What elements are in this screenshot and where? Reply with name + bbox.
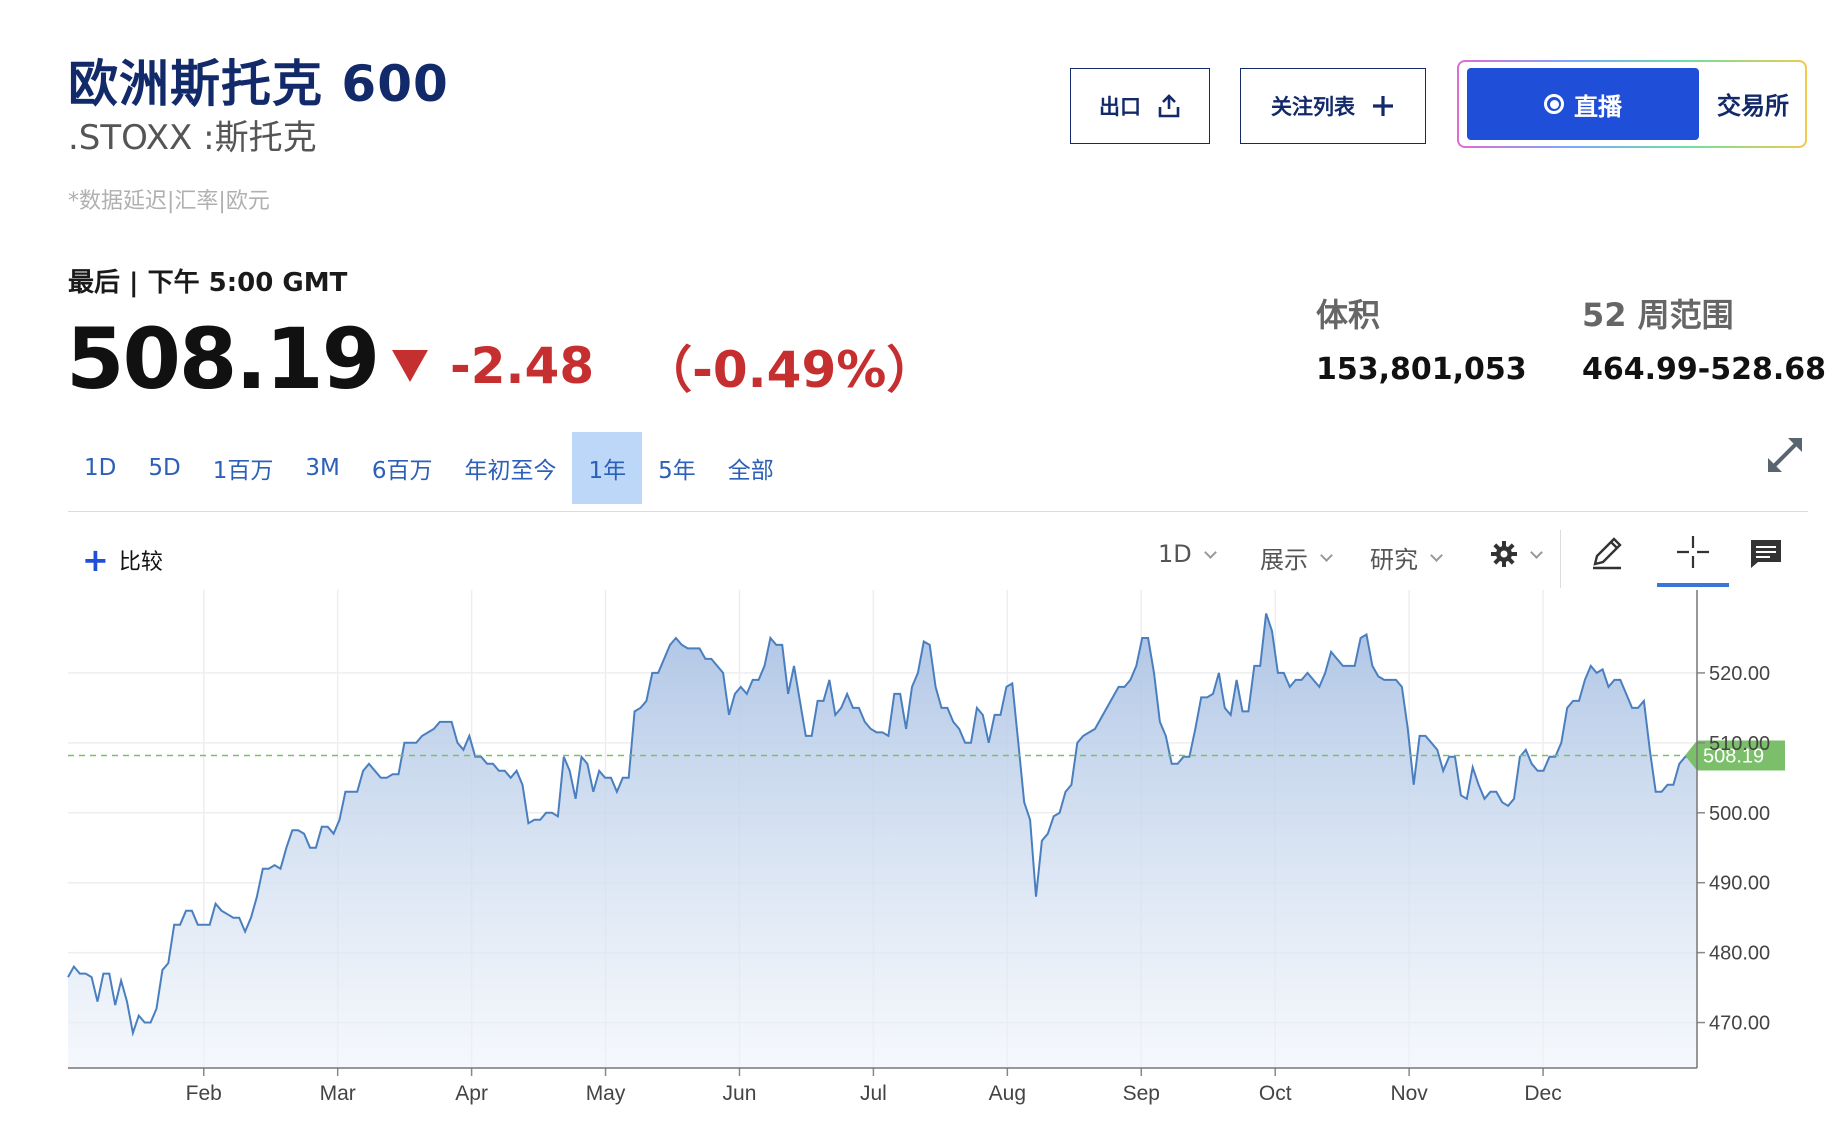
down-arrow-icon [392, 350, 428, 382]
crosshair-icon[interactable] [1673, 532, 1713, 572]
live-exchange-toggle: 直播 交易所 [1457, 60, 1807, 148]
research-label: 研究 [1370, 546, 1418, 574]
range-tab-3m[interactable]: 3M [305, 455, 340, 481]
section-divider [68, 511, 1808, 512]
export-label: 出口 [1099, 95, 1141, 119]
page-title: 欧洲斯托克 600 [68, 55, 449, 113]
last-price: 508.19 [66, 310, 380, 408]
x-tick-label: Nov [1390, 1082, 1428, 1105]
watchlist-label: 关注列表 [1271, 95, 1355, 119]
x-tick-label: Oct [1259, 1082, 1292, 1105]
interval-dropdown[interactable]: 1D [1158, 540, 1217, 568]
range-tab-5y[interactable]: 5年 [658, 458, 696, 484]
exchange-button[interactable]: 交易所 [1717, 92, 1789, 120]
expand-icon[interactable] [1762, 432, 1808, 478]
compare-label: 比较 [118, 550, 163, 575]
y-tick-label: 510.00 [1709, 733, 1770, 755]
plus-icon [1373, 96, 1393, 116]
x-tick-label: Jun [723, 1082, 757, 1105]
x-tick-label: Aug [989, 1082, 1026, 1105]
range-tab-1d[interactable]: 1D [84, 455, 117, 481]
toolbar-divider [1560, 530, 1561, 588]
share-icon [1158, 94, 1180, 118]
range-tab-5d[interactable]: 5D [148, 455, 181, 481]
price-area [68, 613, 1697, 1068]
data-delay-note: *数据延迟|汇率|欧元 [68, 189, 270, 214]
52-week-range-value: 464.99-528.68 [1582, 352, 1826, 387]
export-button[interactable]: 出口 [1070, 68, 1210, 144]
change-value: -2.48 [450, 337, 595, 395]
comment-icon[interactable] [1746, 532, 1786, 572]
chevron-down-icon [1320, 549, 1333, 562]
volume-value: 153,801,053 [1316, 352, 1527, 387]
compare-button[interactable]: + 比较 [82, 544, 163, 576]
52-week-range-label: 52 周范围 [1582, 296, 1734, 334]
range-tab-1y[interactable]: 1年 [572, 432, 643, 504]
interval-label: 1D [1158, 540, 1192, 568]
price-line [67, 613, 1698, 1037]
display-dropdown[interactable]: 展示 [1260, 540, 1333, 575]
live-dot-icon [1544, 94, 1564, 114]
y-tick-label: 490.00 [1709, 873, 1770, 895]
x-tick-label: Feb [186, 1082, 222, 1105]
time-range-tabs: 1D 5D 1百万 3M 6百万 年初至今 1年 5年 全部 [68, 432, 790, 504]
live-button[interactable]: 直播 [1467, 68, 1699, 140]
range-tab-1m[interactable]: 1百万 [212, 458, 274, 484]
crosshair-active-indicator [1657, 583, 1729, 587]
x-tick-label: Apr [455, 1082, 488, 1105]
pencil-icon[interactable] [1587, 532, 1627, 572]
gear-icon [1491, 541, 1517, 567]
ticker-symbol: .STOXX :斯托克 [68, 118, 317, 158]
chevron-down-icon [1203, 545, 1217, 559]
change-percent: （-0.49%） [642, 341, 937, 399]
chevron-down-icon [1430, 549, 1443, 562]
live-label: 直播 [1574, 92, 1622, 121]
range-tab-ytd[interactable]: 年初至今 [464, 458, 557, 484]
range-tab-all[interactable]: 全部 [727, 458, 774, 484]
x-tick-label: Jul [860, 1082, 887, 1105]
display-label: 展示 [1260, 546, 1308, 574]
y-tick-label: 500.00 [1709, 803, 1770, 825]
price-change: -2.48 （-0.49%） [392, 330, 936, 402]
x-tick-label: Dec [1524, 1082, 1561, 1105]
x-tick-label: Sep [1123, 1082, 1160, 1105]
chevron-down-icon [1530, 545, 1543, 559]
y-tick-label: 470.00 [1709, 1013, 1770, 1035]
add-to-watchlist-button[interactable]: 关注列表 [1240, 68, 1426, 144]
research-dropdown[interactable]: 研究 [1370, 540, 1443, 575]
volume-label: 体积 [1316, 296, 1381, 334]
plus-icon: + [82, 541, 109, 579]
settings-dropdown[interactable] [1490, 540, 1543, 568]
last-price-tag-label: 508.19 [1703, 746, 1764, 768]
price-chart[interactable]: 508.19 470.00 480.00 490.00 500.00 510.00 520… [0, 590, 1834, 1130]
y-tick-label: 480.00 [1709, 943, 1770, 965]
range-tab-6m[interactable]: 6百万 [371, 458, 433, 484]
y-tick-label: 520.00 [1709, 663, 1770, 685]
x-tick-label: May [586, 1082, 626, 1105]
x-tick-label: Mar [320, 1082, 356, 1105]
last-trade-time: 最后 | 下午 5:00 GMT [68, 268, 348, 298]
last-price-tag [1685, 740, 1785, 771]
